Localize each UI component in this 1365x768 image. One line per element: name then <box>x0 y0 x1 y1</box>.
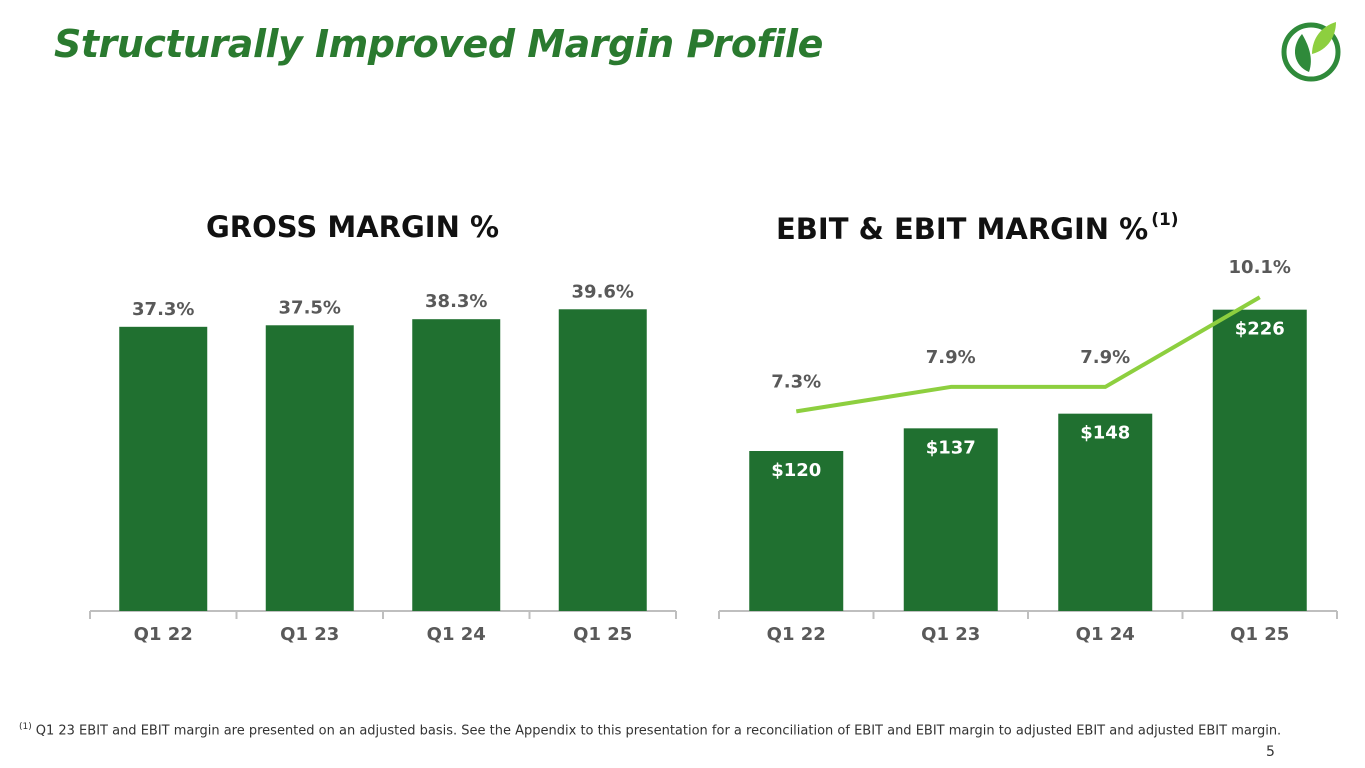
ebit-margin-label: 7.9% <box>926 347 976 368</box>
ebit-value-label: $148 <box>1080 423 1130 444</box>
ebit-value-label: $137 <box>926 437 976 458</box>
gm-bar <box>412 319 501 611</box>
ebit-category-label: Q1 24 <box>1076 624 1135 645</box>
logo-leaf-right <box>1312 22 1336 54</box>
ebit-chart-title: EBIT & EBIT MARGIN % (1) <box>776 210 1179 246</box>
gross-margin-chart-title: GROSS MARGIN % <box>206 210 499 244</box>
ebit-value-label: $120 <box>771 460 821 481</box>
gm-category-label: Q1 22 <box>134 624 193 645</box>
gm-value-label: 38.3% <box>425 291 487 312</box>
ebit-margin-label: 10.1% <box>1229 257 1291 278</box>
logo-ring <box>1281 22 1341 82</box>
gm-category-label: Q1 23 <box>280 624 339 645</box>
gross-margin-title-text: GROSS MARGIN % <box>206 210 500 244</box>
ebit-bar <box>903 428 998 611</box>
page-number: 5 <box>1266 744 1275 760</box>
gm-bar <box>265 325 354 611</box>
ebit-bar <box>749 451 844 611</box>
footnote-marker: (1) <box>19 722 32 732</box>
footnote: (1) Q1 23 EBIT and EBIT margin are presen… <box>19 722 1349 738</box>
gm-category-label: Q1 24 <box>427 624 486 645</box>
logo-leaf-left <box>1294 34 1311 72</box>
ebit-bar <box>1058 413 1153 611</box>
ebit-category-label: Q1 22 <box>767 624 826 645</box>
slide-title: Structurally Improved Margin Profile <box>54 22 823 66</box>
ebit-category-label: Q1 23 <box>921 624 980 645</box>
gm-value-label: 37.3% <box>132 299 194 320</box>
ebit-margin-label: 7.3% <box>771 371 821 392</box>
gm-bar <box>558 309 647 611</box>
ebit-title-footnote-ref: (1) <box>1151 210 1179 230</box>
gm-value-label: 39.6% <box>572 281 634 302</box>
ebit-margin-label: 7.9% <box>1080 347 1130 368</box>
ebit-title-text: EBIT & EBIT MARGIN % <box>776 212 1149 246</box>
gm-value-label: 37.5% <box>279 297 341 318</box>
ebit-category-label: Q1 25 <box>1230 624 1289 645</box>
ebit-margin-line <box>795 295 1261 414</box>
ebit-bar <box>1212 309 1307 611</box>
gm-category-label: Q1 25 <box>573 624 632 645</box>
ebit-value-label: $226 <box>1235 319 1285 340</box>
leaf-circle-logo-icon <box>1281 22 1341 82</box>
gm-bar <box>119 326 208 611</box>
footnote-text: Q1 23 EBIT and EBIT margin are presented… <box>35 723 1282 739</box>
